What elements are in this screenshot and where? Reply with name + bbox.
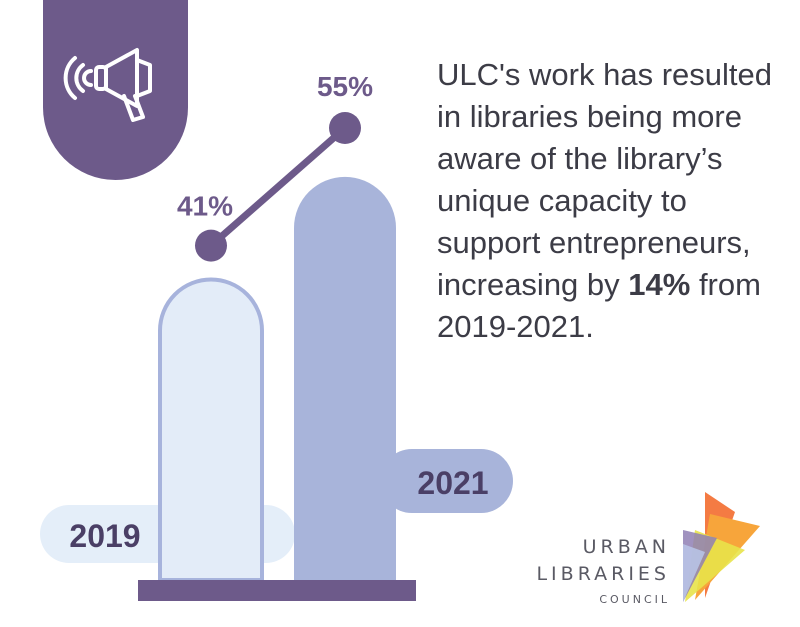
data-point-2019 (195, 229, 227, 262)
chart-baseline (138, 580, 416, 601)
urban-libraries-council-logo: URBAN LIBRARIES COUNCIL (530, 490, 790, 610)
bar-2021 (294, 176, 396, 580)
data-point-2021 (329, 112, 361, 144)
year-pill-2021 (380, 449, 513, 513)
bar-2019 (158, 277, 264, 582)
data-label-2019: 41% (177, 191, 233, 222)
category-label-2019: 2019 (69, 518, 140, 554)
headline-text: ULC's work has resulted in libraries bei… (437, 54, 782, 348)
logo-mark-icon (683, 492, 760, 602)
logo-line-2: LIBRARIES (536, 563, 670, 585)
logo-line-3: COUNCIL (599, 593, 670, 606)
data-label-2021: 55% (317, 71, 373, 102)
trend-line (208, 125, 348, 249)
logo-line-1: URBAN (582, 536, 670, 558)
megaphone-icon (63, 48, 152, 122)
headline-text-after: from 2019-2021. (437, 267, 761, 344)
megaphone-badge (43, 0, 188, 180)
headline-text-before: ULC's work has resulted in libraries bei… (437, 57, 772, 302)
headline-highlight: 14% (628, 267, 691, 302)
category-label-2021: 2021 (417, 465, 488, 501)
